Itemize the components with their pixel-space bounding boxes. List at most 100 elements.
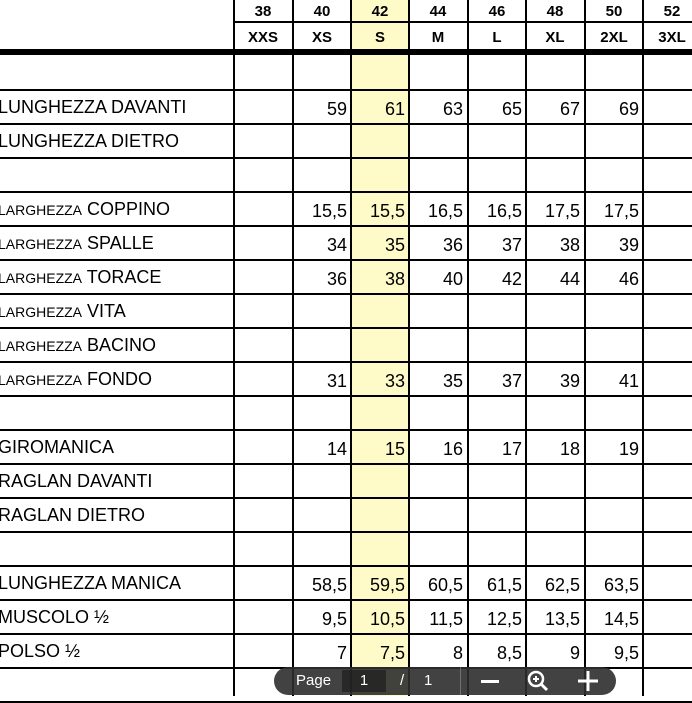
measurement-cell — [292, 396, 347, 430]
size-letter-header: L — [492, 29, 502, 46]
row-label: LARGHEZZA TORACE — [0, 260, 161, 294]
label-prefix: LARGHEZZA — [0, 372, 83, 388]
zoom-in-button[interactable] — [572, 667, 604, 695]
measurement-cell: 16,5 — [427, 201, 463, 221]
label-text: LUNGHEZZA MANICA — [0, 573, 182, 593]
row-label: LARGHEZZA BACINO — [0, 328, 156, 362]
row-divider — [0, 599, 692, 601]
measurement-cell — [233, 362, 288, 396]
measurement-cell — [642, 124, 692, 158]
measurement-cell — [292, 498, 347, 532]
measurement-cell: 58,5 — [311, 575, 347, 595]
measurement-cell: 42 — [501, 269, 522, 289]
measurement-cell: 41 — [618, 371, 639, 391]
measurement-cell — [467, 532, 522, 566]
column-divider — [292, 0, 294, 696]
label-prefix: LARGHEZZA — [0, 236, 83, 252]
measurement-cell — [642, 566, 692, 600]
page-number-input[interactable] — [342, 670, 386, 692]
measurement-cell — [642, 56, 692, 90]
measurement-cell — [525, 532, 580, 566]
measurement-cell — [584, 328, 639, 362]
measurement-cell — [467, 464, 522, 498]
measurement-cell — [233, 600, 288, 634]
zoom-fit-button[interactable] — [522, 667, 554, 695]
measurement-cell: 38 — [559, 235, 580, 255]
header-divider — [233, 21, 692, 23]
measurement-cell — [233, 90, 288, 124]
measurement-cell — [642, 600, 692, 634]
measurement-cell — [642, 192, 692, 226]
measurement-cell: 40 — [442, 269, 463, 289]
size-number-header: 52 — [663, 3, 681, 20]
measurement-cell: 8 — [452, 643, 463, 663]
measurement-cell — [233, 124, 288, 158]
row-divider — [0, 191, 692, 193]
row-divider — [0, 259, 692, 261]
size-letter-header: M — [431, 29, 445, 46]
header-thick-rule — [0, 49, 692, 55]
label-text: FONDO — [87, 369, 153, 389]
measurement-cell — [350, 396, 405, 430]
measurement-cell — [642, 668, 692, 702]
measurement-cell: 12,5 — [486, 609, 522, 629]
measurement-cell — [233, 328, 288, 362]
label-prefix: LARGHEZZA — [0, 270, 83, 286]
row-label: LUNGHEZZA DAVANTI — [0, 90, 186, 124]
measurement-cell: 46 — [618, 269, 639, 289]
measurement-cell: 17,5 — [603, 201, 639, 221]
row-divider — [0, 429, 692, 431]
size-letter-header: 3XL — [658, 29, 686, 46]
measurement-cell — [350, 328, 405, 362]
measurement-cell — [408, 396, 463, 430]
measurement-cell: 38 — [384, 269, 405, 289]
page-label: Page — [296, 672, 332, 689]
measurement-cell: 35 — [442, 371, 463, 391]
size-number-header: 42 — [371, 3, 389, 20]
measurement-cell: 37 — [501, 235, 522, 255]
measurement-cell: 16,5 — [486, 201, 522, 221]
row-divider — [0, 89, 692, 91]
measurement-cell — [467, 158, 522, 192]
measurement-cell — [233, 226, 288, 260]
label-text: RAGLAN DAVANTI — [0, 471, 153, 491]
page-separator: / — [400, 672, 405, 689]
measurement-cell: 36 — [442, 235, 463, 255]
measurement-cell: 15,5 — [369, 201, 405, 221]
measurement-cell — [467, 294, 522, 328]
column-divider — [408, 0, 410, 696]
measurement-cell — [642, 260, 692, 294]
measurement-cell — [408, 464, 463, 498]
row-divider — [0, 123, 692, 125]
label-text: RAGLAN DIETRO — [0, 505, 146, 525]
measurement-cell: 7 — [336, 643, 347, 663]
measurement-cell — [292, 294, 347, 328]
label-prefix: LARGHEZZA — [0, 202, 83, 218]
measurement-cell — [408, 124, 463, 158]
label-prefix: LARGHEZZA — [0, 338, 83, 354]
measurement-cell — [525, 56, 580, 90]
measurement-cell: 59,5 — [369, 575, 405, 595]
magnifier-icon — [527, 670, 549, 692]
measurement-cell — [233, 464, 288, 498]
column-divider — [233, 0, 235, 696]
measurement-cell: 18 — [559, 439, 580, 459]
measurement-cell — [233, 634, 288, 668]
size-letter-header: XL — [545, 29, 565, 46]
size-letter-header: XS — [311, 29, 332, 46]
row-divider — [0, 565, 692, 567]
row-label: RAGLAN DIETRO — [0, 498, 145, 532]
measurement-cell: 19 — [618, 439, 639, 459]
zoom-out-button[interactable] — [474, 667, 506, 695]
measurement-cell — [642, 464, 692, 498]
row-divider — [0, 395, 692, 397]
row-divider — [0, 361, 692, 363]
size-number-header: 38 — [254, 3, 272, 20]
column-divider — [350, 0, 352, 696]
measurement-cell: 15 — [384, 439, 405, 459]
label-text: MUSCOLO ½ — [0, 607, 110, 627]
measurement-cell — [584, 498, 639, 532]
row-divider — [0, 225, 692, 227]
size-number-header: 44 — [429, 3, 447, 20]
measurement-cell — [350, 498, 405, 532]
